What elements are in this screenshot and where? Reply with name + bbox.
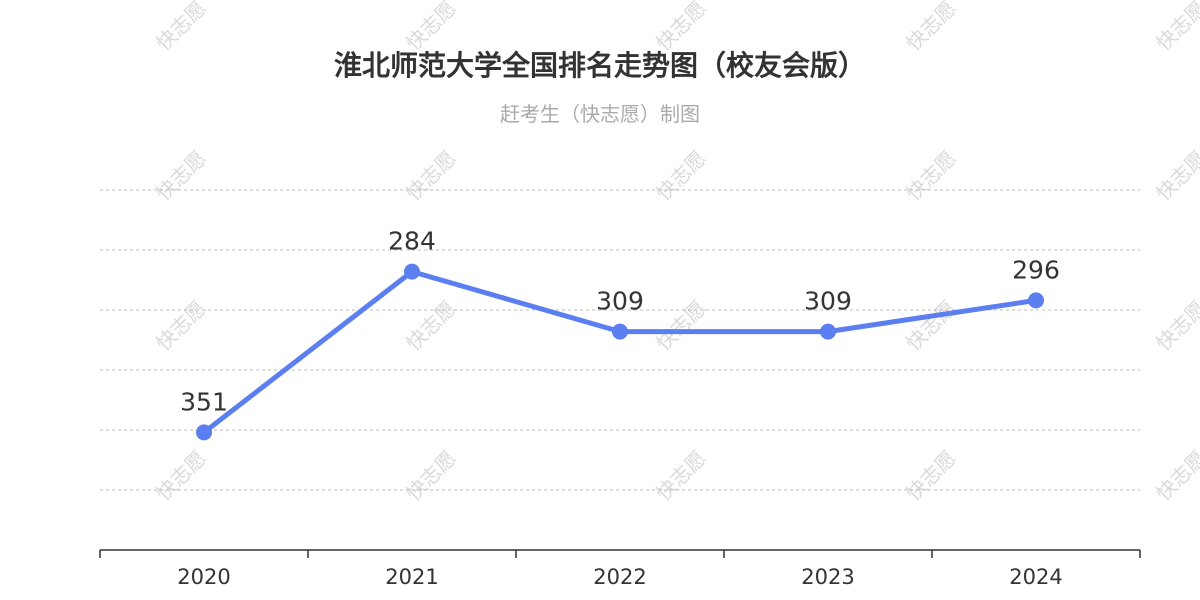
data-point [404,263,420,280]
data-point [1028,292,1044,309]
x-tick-label: 2023 [801,565,854,589]
data-label: 309 [804,287,852,316]
chart-subtitle: 赶考生（快志愿）制图 [500,102,700,126]
series-rank [196,263,1044,441]
x-tick-label: 2020 [177,565,230,589]
data-labels: 351 284 309 309 296 [180,227,1060,417]
x-tick-label: 2021 [385,565,438,589]
data-point [196,424,212,441]
data-point [820,323,836,340]
grid-lines [100,189,1140,491]
x-tick-label: 2022 [593,565,646,589]
data-label: 351 [180,387,228,416]
data-label: 284 [388,227,436,256]
data-point [612,323,628,340]
x-axis: 2020 2021 2022 2023 2024 [99,549,1141,589]
data-label: 309 [596,287,644,316]
chart-title: 淮北师范大学全国排名走势图（校友会版） [333,49,866,82]
data-label: 296 [1012,255,1060,284]
x-tick-label: 2024 [1009,565,1062,589]
